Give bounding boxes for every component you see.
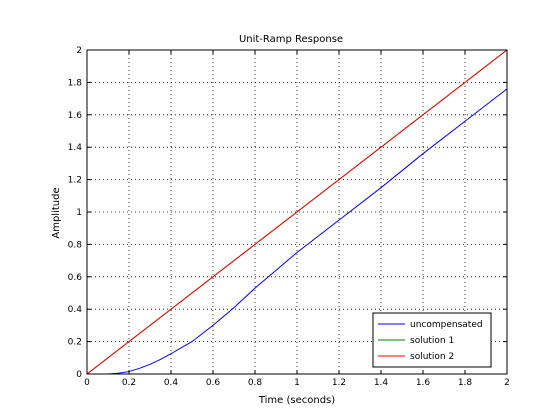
y-tick-label: 1.8	[68, 78, 83, 88]
x-tick-label: 0.2	[122, 378, 136, 388]
chart-title: Unit-Ramp Response	[239, 34, 343, 45]
legend-label-solution-2: solution 2	[410, 352, 454, 362]
x-tick-label: 0.6	[206, 378, 221, 388]
legend-label-uncompensated: uncompensated	[410, 320, 483, 330]
y-tick-label: 0.2	[68, 338, 82, 348]
y-tick-label: 1.6	[68, 111, 83, 121]
x-tick-label: 1	[294, 378, 300, 388]
y-tick-label: 0.4	[68, 305, 83, 315]
y-tick-label: 0.8	[68, 240, 83, 250]
legend-label-solution-1: solution 1	[410, 336, 454, 346]
y-tick-label: 1	[76, 208, 82, 218]
y-tick-label: 0	[76, 370, 82, 380]
legend: uncompensated solution 1 solution 2	[373, 313, 491, 367]
x-tick-label: 1.6	[416, 378, 431, 388]
y-tick-label: 1.2	[68, 176, 82, 186]
y-tick-label: 1.4	[68, 143, 83, 153]
y-tick-label: 0.6	[68, 273, 83, 283]
x-tick-label: 0	[84, 378, 90, 388]
x-tick-label: 0.8	[248, 378, 263, 388]
x-tick-label: 2	[504, 378, 510, 388]
y-tick-label: 2	[76, 46, 82, 56]
y-axis-label: Amplitude	[51, 187, 62, 238]
x-tick-label: 0.4	[164, 378, 179, 388]
x-tick-label: 1.2	[332, 378, 346, 388]
x-tick-label: 1.8	[458, 378, 473, 388]
x-tick-label: 1.4	[374, 378, 389, 388]
x-axis-label: Time (seconds)	[258, 395, 335, 406]
